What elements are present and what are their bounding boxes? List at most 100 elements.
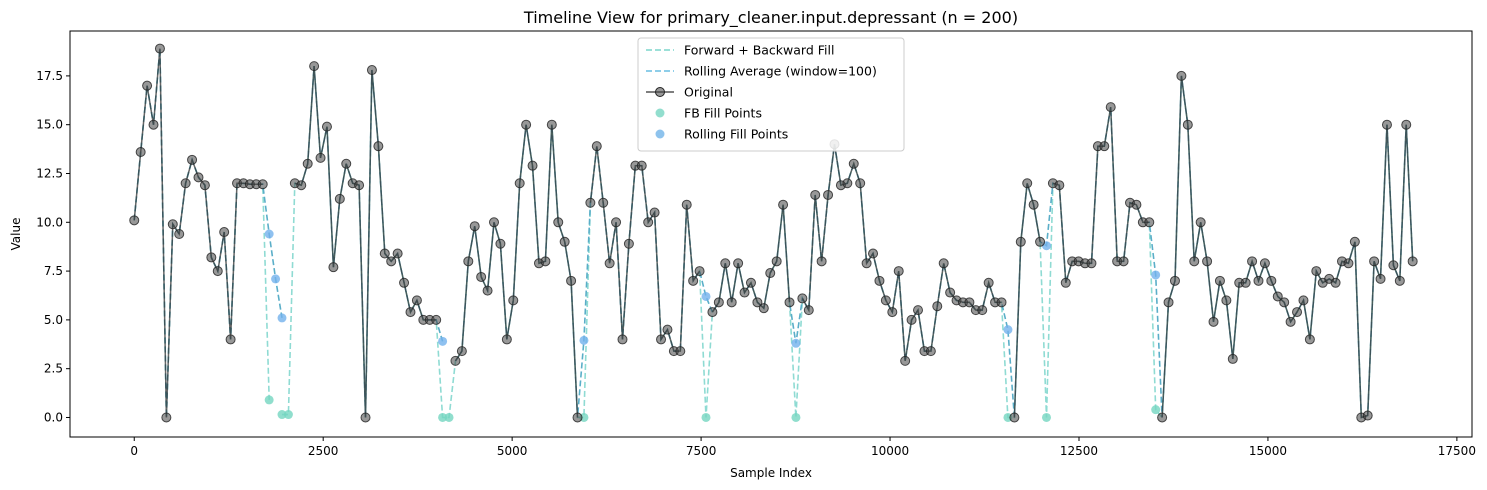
legend-label: FB Fill Points: [684, 106, 762, 121]
original-point: [309, 61, 320, 72]
plot-frame: [69, 30, 1473, 438]
legend-label: Forward + Backward Fill: [684, 43, 834, 58]
rolling-fill-point: [1151, 270, 1161, 280]
x-tick-label: 12500: [1060, 444, 1098, 458]
original-point: [797, 293, 808, 304]
original-point: [1247, 256, 1258, 267]
original-point: [1259, 258, 1270, 269]
original-point: [887, 307, 898, 318]
original-point: [1381, 119, 1392, 130]
original-point: [482, 285, 493, 296]
original-point: [996, 297, 1007, 308]
original-point: [745, 277, 756, 288]
legend-item: Rolling Fill Points: [655, 127, 788, 142]
original-point: [1144, 217, 1155, 228]
original-point: [527, 160, 538, 171]
rolling-fill-point: [791, 338, 801, 348]
original-point: [643, 217, 654, 228]
legend-item: Forward + Backward Fill: [646, 43, 834, 58]
original-point: [591, 141, 602, 152]
original-point: [315, 152, 326, 163]
original-point: [1221, 295, 1232, 306]
original-point: [765, 268, 776, 279]
original-point: [636, 160, 647, 171]
original-point: [1182, 119, 1193, 130]
original-point: [1401, 119, 1412, 130]
original-point: [1176, 70, 1187, 81]
original-point: [540, 256, 551, 267]
original-point: [174, 229, 185, 239]
original-point: [1054, 180, 1065, 191]
original-point: [868, 248, 879, 259]
fb-fill-point: [277, 410, 287, 420]
original-point: [1009, 412, 1020, 423]
original-point: [816, 256, 827, 267]
y-axis-label: Value: [9, 218, 23, 251]
original-point: [681, 199, 692, 210]
original-point: [379, 248, 390, 259]
original-point: [508, 295, 519, 306]
original-point: [142, 80, 153, 91]
original-point: [129, 215, 140, 226]
x-tick-label: 5000: [497, 444, 528, 458]
y-tick-label: 0.0: [44, 410, 63, 424]
original-point: [752, 297, 763, 308]
original-point: [546, 119, 557, 130]
original-point: [1362, 410, 1373, 421]
original-point: [611, 217, 622, 228]
rolling-fill-points: [264, 229, 1161, 348]
original-point: [566, 275, 577, 286]
original-point: [302, 158, 313, 169]
original-point: [925, 346, 936, 357]
rolling-fill-point: [271, 274, 281, 284]
original-point: [848, 158, 859, 169]
original-point: [688, 275, 699, 286]
original-point: [810, 189, 821, 200]
fb-fill-point: [1151, 405, 1161, 415]
legend: Forward + Backward Fill Rolling Average (…: [637, 37, 905, 152]
legend-label: Rolling Average (window=100): [684, 64, 877, 79]
original-point: [1227, 353, 1238, 364]
original-point: [199, 180, 210, 191]
legend-box: [637, 37, 905, 152]
original-point: [161, 412, 172, 423]
original-point: [778, 199, 789, 210]
original-point: [1343, 258, 1354, 269]
original-point: [964, 297, 975, 308]
original-point: [1298, 295, 1309, 306]
legend-marker: [655, 87, 665, 97]
fb-fill-point: [438, 412, 448, 422]
y-tick-label: 7.5: [44, 264, 63, 278]
original-point: [360, 412, 371, 423]
original-point: [1266, 275, 1277, 286]
y-tick-label: 10.0: [36, 215, 63, 229]
original-point: [656, 334, 667, 345]
original-point: [1022, 178, 1033, 189]
original-point: [598, 197, 609, 208]
legend-label: Rolling Fill Points: [684, 127, 788, 142]
original-point: [739, 287, 750, 298]
legend-marker: [655, 129, 665, 139]
original-point: [1394, 275, 1405, 286]
rolling-fill-point: [277, 313, 287, 323]
legend-item: Rolling Average (window=100): [646, 64, 877, 79]
original-point: [1292, 307, 1303, 318]
x-axis-ticks: 0 2500 5000 7500 10000 12500 15000 17500: [130, 437, 1476, 458]
original-point: [148, 119, 159, 130]
original-point: [366, 65, 377, 76]
original-point: [932, 301, 943, 312]
fb-fill-point: [1041, 412, 1051, 422]
original-point: [476, 271, 487, 282]
original-point: [1189, 256, 1200, 267]
original-point: [694, 266, 705, 277]
original-point: [341, 158, 352, 169]
y-tick-label: 12.5: [36, 166, 63, 180]
legend-marker: [655, 108, 665, 118]
original-point: [1028, 199, 1039, 210]
original-point: [154, 43, 165, 54]
original-point: [167, 219, 178, 230]
original-point: [893, 266, 904, 277]
original-point: [456, 346, 467, 357]
legend-label: Original: [684, 85, 733, 100]
original-point: [1131, 199, 1142, 210]
